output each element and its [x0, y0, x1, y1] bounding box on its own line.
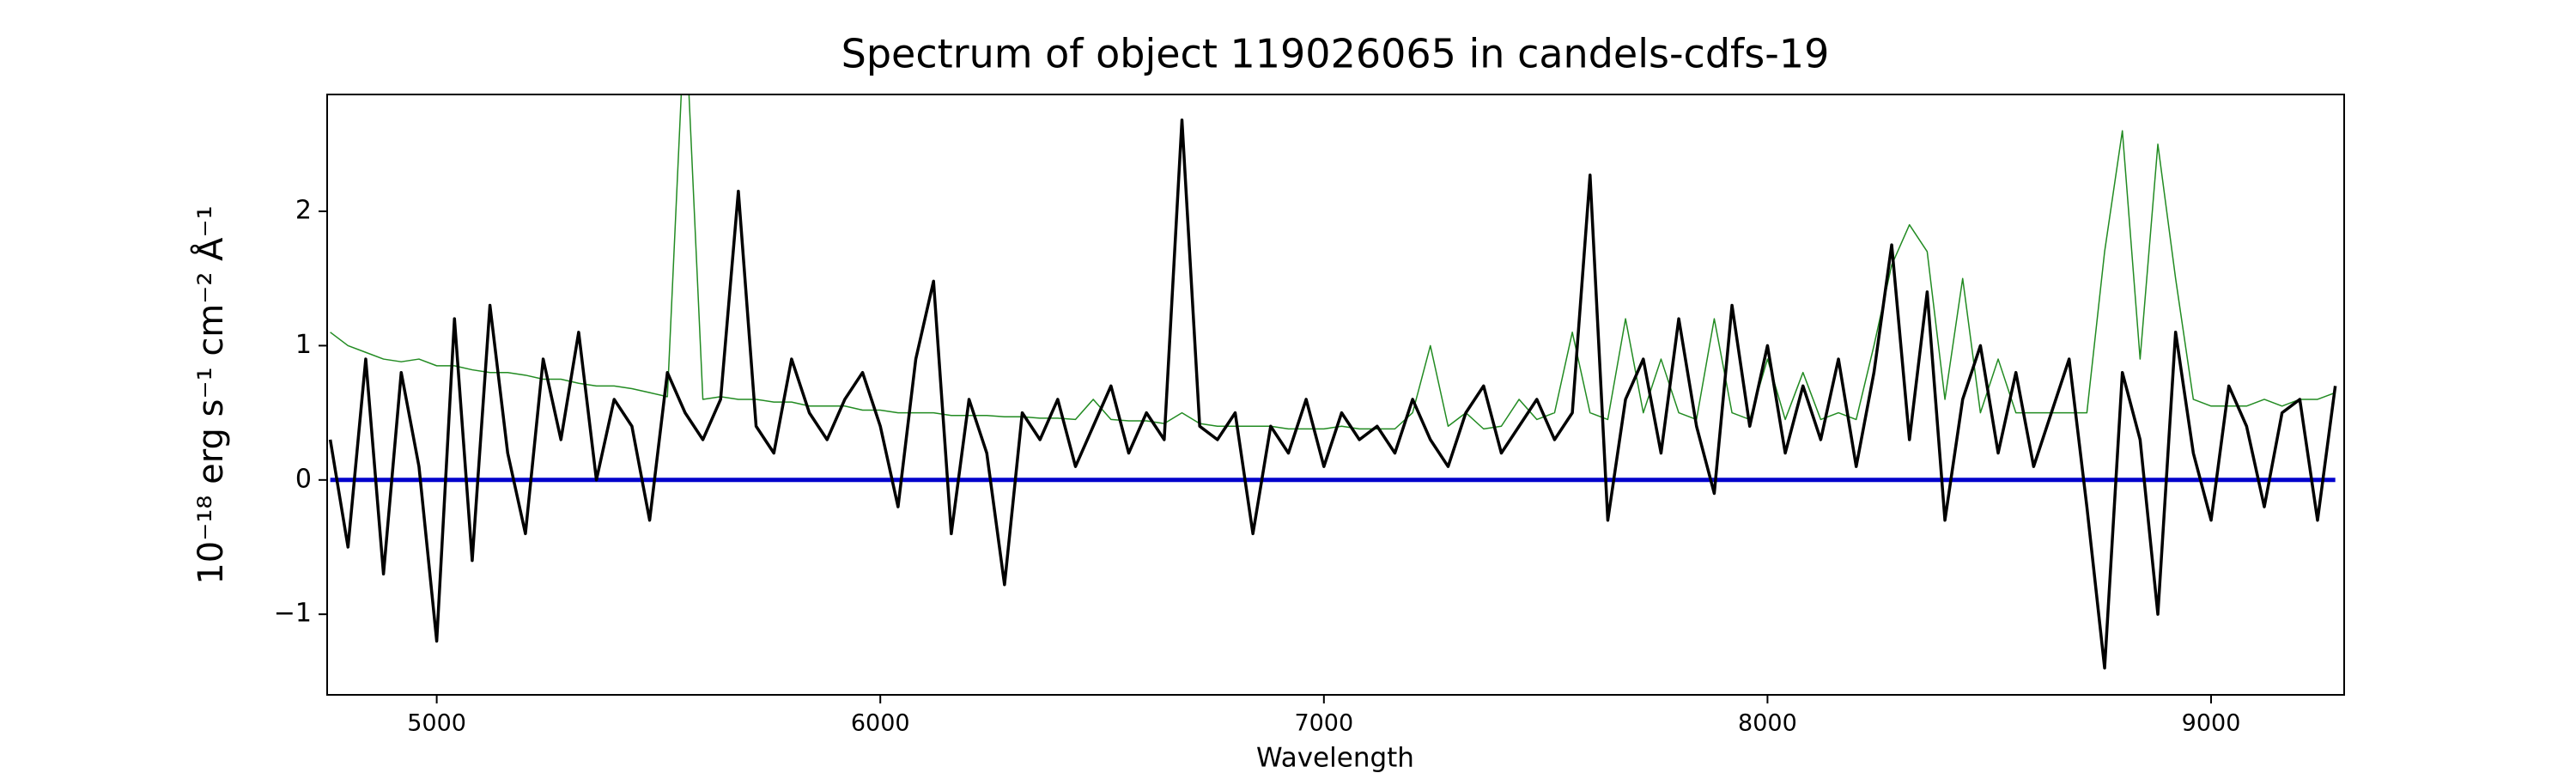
y-tick-label: 2 [295, 196, 312, 226]
y-tick-label: −1 [274, 599, 312, 629]
y-axis-label: 10⁻¹⁸ erg s⁻¹ cm⁻² Å⁻¹ [190, 205, 231, 584]
plot-lines [328, 94, 2337, 670]
x-axis-label: Wavelength [1256, 743, 1414, 773]
x-tick-label: 6000 [851, 710, 910, 737]
x-tick-label: 7000 [1294, 710, 1353, 737]
plot-frame [326, 94, 2345, 696]
y-tick-label: 0 [295, 464, 312, 494]
x-tick-label: 9000 [2182, 710, 2241, 737]
y-tick-label: 1 [295, 330, 312, 360]
spectrum-line [328, 118, 2337, 670]
x-tick-label: 5000 [407, 710, 466, 737]
x-tick-label: 8000 [1738, 710, 1797, 737]
chart-title: Spectrum of object 119026065 in candels-… [841, 31, 1830, 77]
